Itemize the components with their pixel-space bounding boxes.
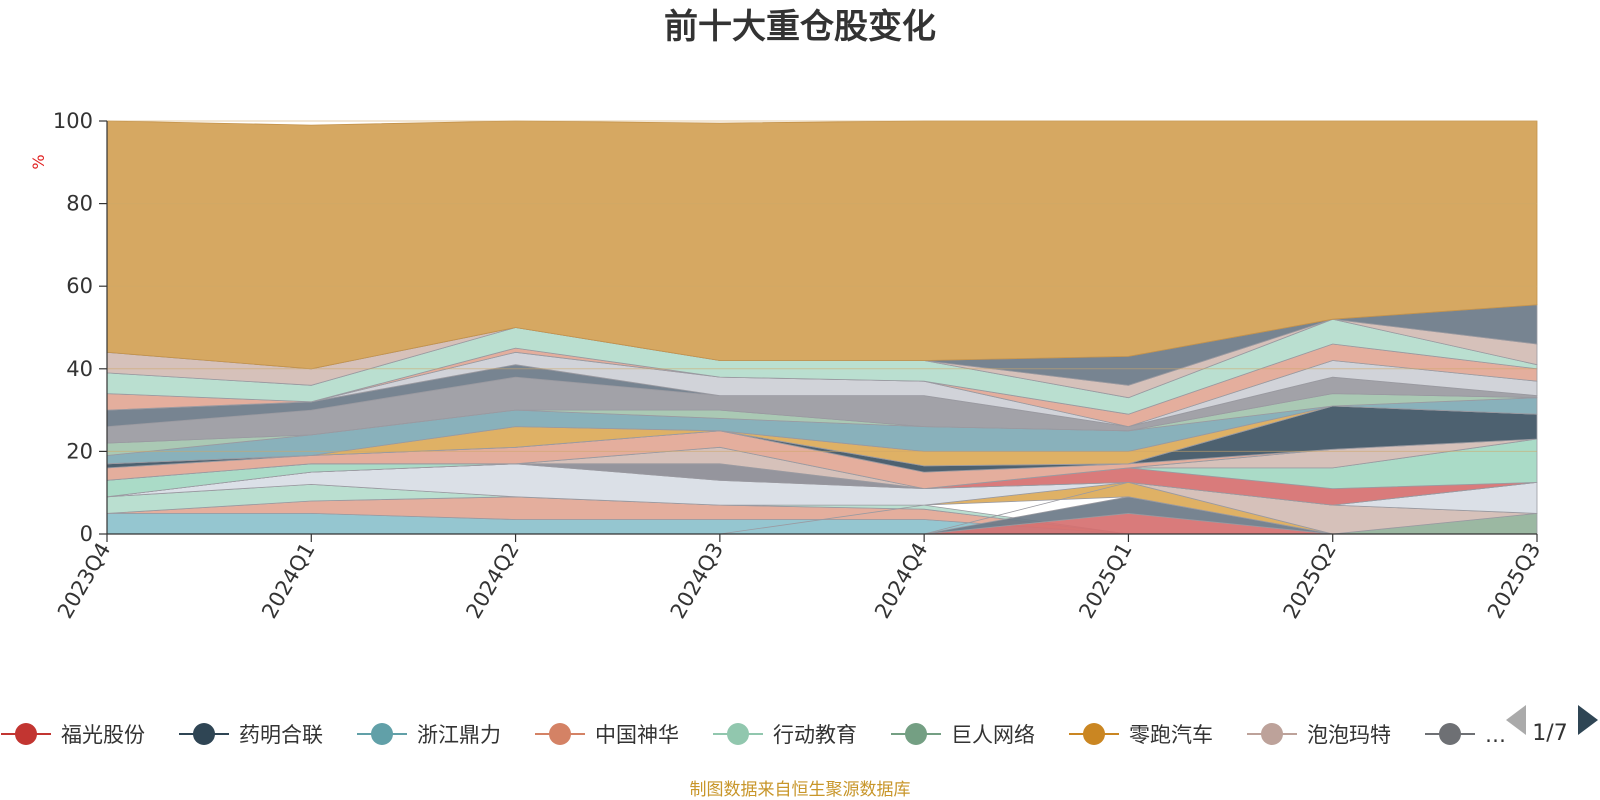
- legend-item[interactable]: …: [1425, 723, 1506, 747]
- y-axis-ticks: 0 20 40 60 80 100: [53, 109, 107, 546]
- legend-label: 巨人网络: [951, 723, 1035, 747]
- legend-item[interactable]: 泡泡玛特: [1247, 723, 1391, 747]
- legend-pager: 1/7: [1506, 705, 1598, 746]
- y-axis-unit: %: [29, 154, 48, 169]
- legend-page-indicator: 1/7: [1532, 721, 1567, 746]
- legend-label: 药明合联: [239, 723, 323, 747]
- x-tick-label: 2024Q3: [666, 539, 728, 623]
- data-source-note: 制图数据来自恒生聚源数据库: [690, 780, 911, 800]
- x-tick-label: 2023Q4: [53, 539, 115, 623]
- legend-dot-icon: [1261, 723, 1283, 745]
- legend-dot-icon: [193, 723, 215, 745]
- legend-label: 浙江鼎力: [417, 723, 501, 747]
- area-layers: [106, 120, 1538, 535]
- y-tick-label: 0: [80, 522, 93, 546]
- x-tick-label: 2024Q2: [461, 539, 523, 623]
- legend-next-icon[interactable]: [1578, 705, 1598, 735]
- legend-item[interactable]: 福光股份: [1, 723, 145, 747]
- legend-dot-icon: [371, 723, 393, 745]
- axes: [106, 121, 1537, 535]
- y-tick-label: 80: [66, 192, 93, 216]
- x-tick-label: 2025Q3: [1483, 539, 1545, 623]
- x-tick-label: 2024Q4: [870, 539, 932, 623]
- area-layer: [106, 120, 1538, 370]
- legend-dot-icon: [905, 723, 927, 745]
- y-tick-label: 20: [66, 439, 93, 463]
- y-tick-label: 100: [53, 109, 93, 133]
- legend-dot-icon: [1439, 723, 1461, 745]
- legend[interactable]: 福光股份 药明合联 浙江鼎力 中国神华 行动教育 巨人网络 零跑汽车 泡泡玛特 …: [1, 723, 1506, 747]
- legend-label: …: [1485, 723, 1506, 747]
- legend-label: 行动教育: [773, 723, 857, 747]
- grid-lines: [107, 120, 1537, 452]
- legend-dot-icon: [1083, 723, 1105, 745]
- y-tick-label: 60: [66, 274, 93, 298]
- legend-label: 泡泡玛特: [1307, 723, 1391, 747]
- x-tick-label: 2025Q1: [1074, 539, 1136, 623]
- legend-item[interactable]: 药明合联: [179, 723, 323, 747]
- legend-item[interactable]: 行动教育: [713, 723, 857, 747]
- legend-item[interactable]: 中国神华: [535, 723, 679, 747]
- legend-item[interactable]: 浙江鼎力: [357, 723, 501, 747]
- legend-dot-icon: [727, 723, 749, 745]
- legend-dot-icon: [15, 723, 37, 745]
- x-tick-label: 2025Q2: [1279, 539, 1341, 623]
- legend-label: 福光股份: [61, 723, 145, 747]
- legend-label: 中国神华: [595, 723, 679, 747]
- legend-label: 零跑汽车: [1129, 723, 1213, 747]
- legend-prev-icon[interactable]: [1506, 705, 1526, 735]
- legend-dot-icon: [549, 723, 571, 745]
- chart-title: 前十大重仓股变化: [664, 7, 936, 47]
- legend-item[interactable]: 零跑汽车: [1069, 723, 1213, 747]
- x-axis-ticks: 2023Q4 2024Q1 2024Q2 2024Q3 2024Q4 2025Q1 2025…: [53, 534, 1545, 623]
- y-tick-label: 40: [66, 357, 93, 381]
- legend-item[interactable]: 巨人网络: [891, 723, 1035, 747]
- x-tick-label: 2024Q1: [257, 539, 319, 623]
